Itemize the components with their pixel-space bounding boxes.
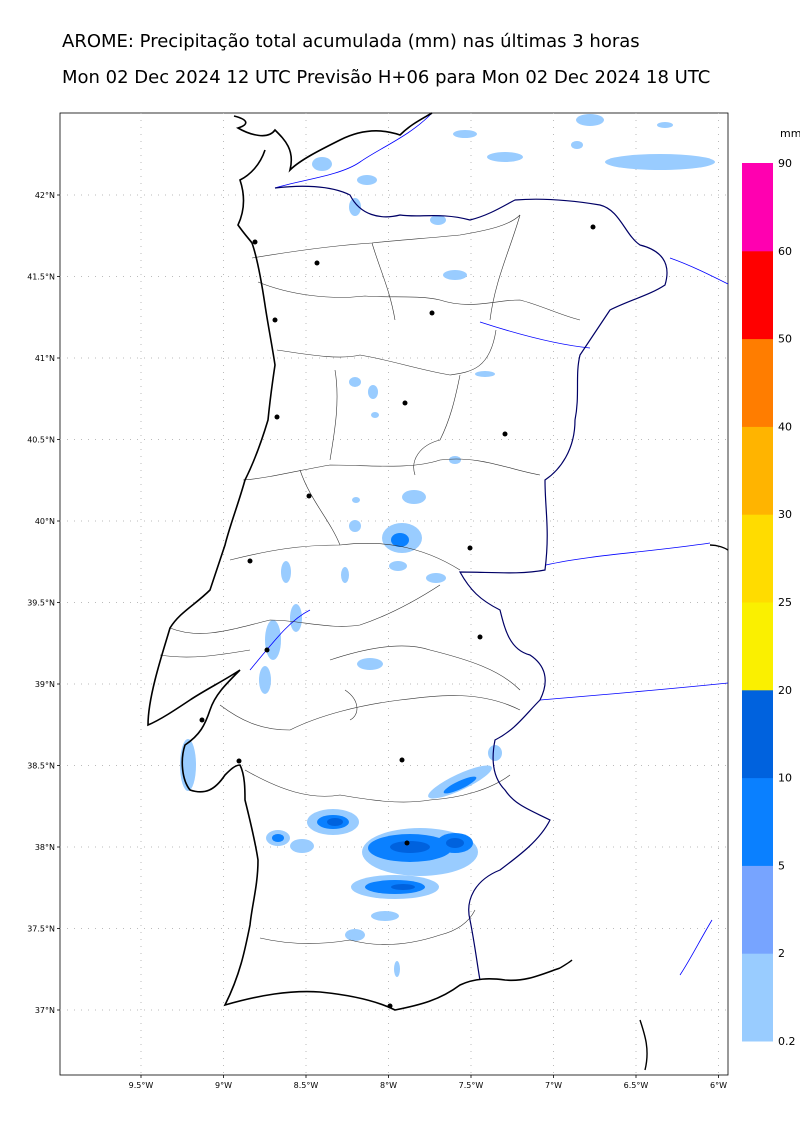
map-title: AROME: Precipitação total acumulada (mm)… [62, 31, 640, 52]
colorbar-segment [742, 514, 773, 603]
lon-label: 9.5°W [129, 1081, 154, 1090]
national-border [274, 185, 668, 981]
lat-label: 38.5°N [27, 762, 55, 771]
spain-south-coast [559, 544, 729, 1071]
colorbar-segment [742, 865, 773, 954]
colorbar-segment [742, 953, 773, 1042]
colorbar-segment [742, 163, 773, 252]
lat-label: 39°N [35, 680, 55, 689]
lat-label: 39.5°N [27, 599, 55, 608]
colorbar-level-label: 50 [778, 333, 792, 346]
colorbar-level-label: 30 [778, 508, 792, 521]
lon-label: 6.5°W [624, 1081, 649, 1090]
galicia-coast [233, 112, 433, 244]
colorbar-level-label: 0.2 [778, 1035, 796, 1048]
colorbar-segment [742, 426, 773, 515]
lon-label: 7°W [545, 1081, 562, 1090]
colorbar-segment [742, 250, 773, 340]
city-markers [199, 224, 596, 1009]
colorbar-level-label: 90 [778, 157, 792, 170]
colorbar-level-label: 5 [778, 859, 785, 872]
lat-label: 42°N [35, 191, 55, 200]
colorbar-unit: mm [780, 127, 800, 140]
colorbar-segment [742, 338, 773, 427]
colorbar-level-label: 40 [778, 420, 792, 433]
lat-label: 40°N [35, 517, 55, 526]
map-subtitle: Mon 02 Dec 2024 12 UTC Previsão H+06 par… [62, 67, 711, 88]
colorbar-level-label: 10 [778, 772, 792, 785]
lat-label: 37.5°N [27, 925, 55, 934]
latitude-axis: 42°N 41.5°N 41°N 40.5°N 40°N 39.5°N 39°N 38.5°N… [27, 191, 60, 1015]
lon-label: 8.5°W [294, 1081, 319, 1090]
longitude-axis: 9.5°W 9°W 8.5°W 8°W 7.5°W 7°W 6.5°W 6°W [129, 1075, 727, 1090]
colorbar-segment [742, 689, 773, 779]
colorbar-segment [742, 602, 773, 691]
lon-label: 8°W [380, 1081, 397, 1090]
lon-label: 9°W [215, 1081, 232, 1090]
lat-label: 40.5°N [27, 436, 55, 445]
colorbar-level-label: 25 [778, 596, 792, 609]
coastline [147, 242, 561, 1011]
colorbar-level-label: 20 [778, 684, 792, 697]
lat-label: 41.5°N [27, 273, 55, 282]
lon-label: 6°W [710, 1081, 727, 1090]
colorbar-level-label: 60 [778, 245, 792, 258]
lon-label: 7.5°W [459, 1081, 484, 1090]
lat-label: 41°N [35, 354, 55, 363]
colorbar-level-label: 2 [778, 947, 785, 960]
map-frame [59, 112, 729, 1076]
rivers [249, 112, 729, 976]
colorbar-segment [742, 777, 773, 866]
lat-label: 38°N [35, 843, 55, 852]
lat-label: 37°N [35, 1006, 55, 1015]
district-boundaries [159, 214, 581, 945]
precipitation-heavy [327, 818, 464, 890]
